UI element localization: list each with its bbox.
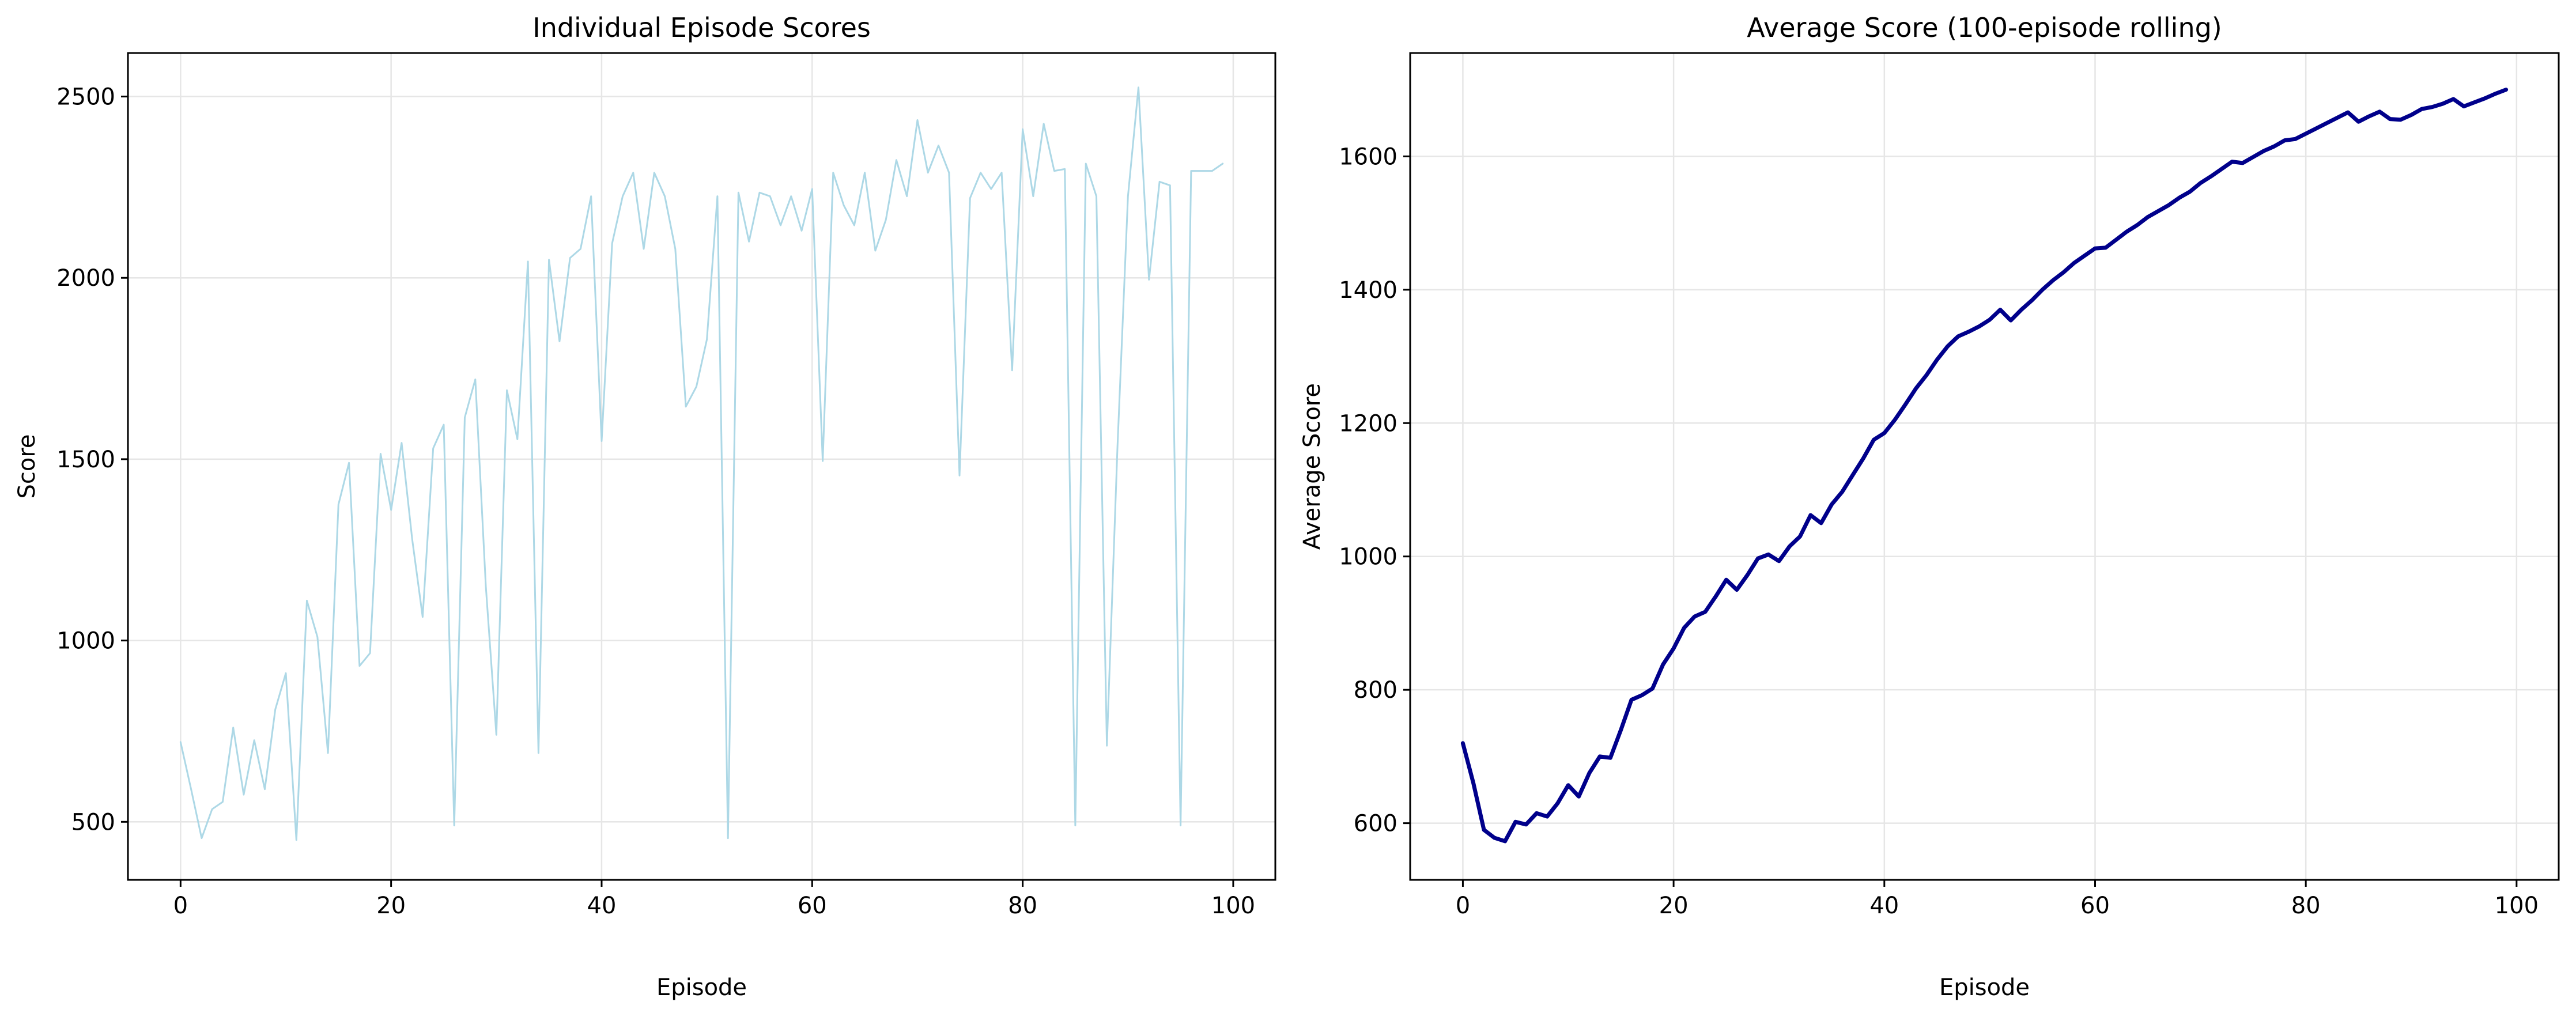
y-tick-label: 1000	[1339, 544, 1397, 570]
axes-frame	[127, 52, 1276, 881]
x-tick-label: 0	[1456, 893, 1470, 919]
x-axis-label: Episode	[1939, 974, 2030, 1001]
y-tick-label: 2000	[56, 265, 115, 292]
axes-frame	[1409, 52, 2560, 881]
y-tick-label: 1600	[1339, 143, 1397, 170]
panel-individual-scores: 0 20 40 60 80 100 500 1000 1500 2000 2500 Individ…	[14, 12, 1276, 1001]
y-tick-label: 1000	[56, 628, 115, 655]
y-tick-label: 1200	[1339, 410, 1397, 437]
y-tick-label: 1500	[56, 447, 115, 473]
y-tick-label: 2500	[56, 84, 115, 111]
x-tick-label: 80	[1008, 893, 1037, 919]
x-tick-label: 20	[376, 893, 406, 919]
panel-average-score: 0 20 40 60 80 100 600 800 1000 1200 1400 1600 Aver…	[1299, 12, 2560, 1001]
y-tick-label: 500	[71, 809, 115, 835]
x-tick-label: 60	[2080, 893, 2110, 919]
x-tick-label: 20	[1659, 893, 1689, 919]
y-axis-label: Score	[14, 434, 40, 498]
chart-title: Individual Episode Scores	[532, 12, 871, 43]
x-tick-label: 100	[1211, 893, 1255, 919]
x-tick-label: 80	[2291, 893, 2321, 919]
x-axis-label: Episode	[656, 974, 747, 1001]
x-tick-label: 40	[1869, 893, 1899, 919]
y-tick-label: 1400	[1339, 277, 1397, 304]
x-tick-label: 40	[587, 893, 617, 919]
y-tick-label: 600	[1354, 811, 1397, 837]
series-line	[1460, 88, 2509, 844]
chart-title: Average Score (100-episode rolling)	[1747, 12, 2222, 43]
series-line	[179, 86, 1224, 841]
x-tick-label: 0	[173, 893, 188, 919]
y-axis-label: Average Score	[1299, 383, 1325, 550]
x-tick-label: 100	[2495, 893, 2539, 919]
y-tick-label: 800	[1354, 677, 1397, 704]
x-tick-label: 60	[798, 893, 827, 919]
